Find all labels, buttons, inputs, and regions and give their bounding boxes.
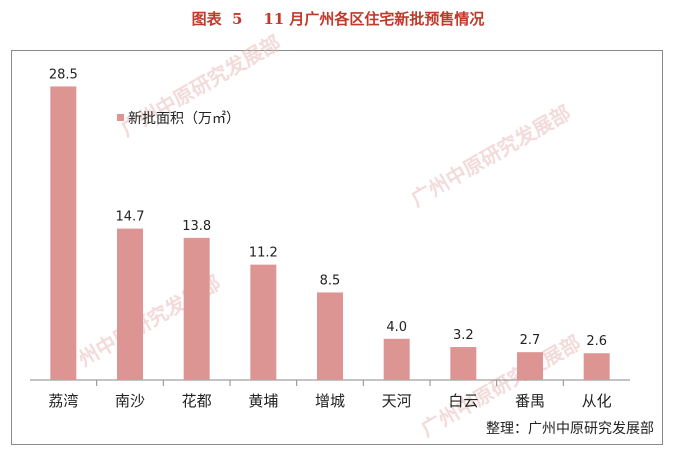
category-label: 从化 xyxy=(582,392,612,410)
legend-label: 新批面积（万㎡） xyxy=(128,111,240,127)
bar xyxy=(450,347,477,380)
source-credit: 整理：广州中原研究发展部 xyxy=(486,421,654,437)
bar-value-label: 2.7 xyxy=(520,333,541,348)
category-label: 花都 xyxy=(182,392,212,410)
category-label: 南沙 xyxy=(115,392,145,410)
category-label: 番禺 xyxy=(515,392,545,410)
category-label: 白云 xyxy=(448,392,478,410)
bar-value-label: 2.6 xyxy=(586,334,607,349)
chart-frame xyxy=(11,50,663,445)
bar-value-label: 13.8 xyxy=(182,219,211,234)
bar-value-label: 28.5 xyxy=(49,67,78,82)
bar xyxy=(517,352,543,380)
bar xyxy=(50,86,77,380)
legend-swatch xyxy=(117,114,124,121)
category-label: 荔湾 xyxy=(48,392,78,410)
bar-value-label: 14.7 xyxy=(116,210,145,225)
category-label: 黄埔 xyxy=(248,392,278,410)
bar xyxy=(117,228,143,380)
bar-value-label: 8.5 xyxy=(320,273,341,288)
bar-value-label: 4.0 xyxy=(386,320,407,335)
bar xyxy=(583,353,610,380)
bar xyxy=(317,292,343,380)
bar xyxy=(383,338,410,380)
bar-value-label: 3.2 xyxy=(453,328,474,343)
chart-title: 图表 5 11 月广州各区住宅新批预售情况 xyxy=(191,10,485,28)
bar xyxy=(183,237,210,380)
bar xyxy=(250,264,277,380)
category-label: 天河 xyxy=(382,392,412,410)
bar-value-label: 11.2 xyxy=(249,246,278,261)
category-label: 增城 xyxy=(315,392,345,410)
